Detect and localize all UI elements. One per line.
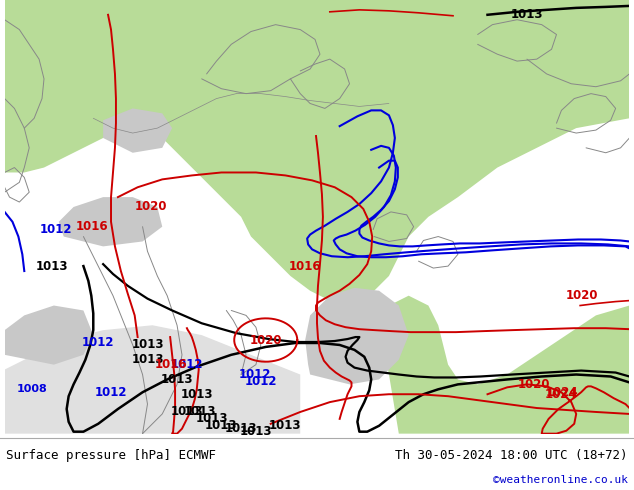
Polygon shape [59,197,162,246]
Text: 1012: 1012 [39,223,72,236]
Polygon shape [340,295,374,327]
Text: 1013: 1013 [181,388,213,401]
Polygon shape [305,288,409,384]
Text: 1012: 1012 [94,386,127,399]
Text: 1020: 1020 [250,334,282,346]
Text: 1013: 1013 [171,405,203,418]
Text: 1024: 1024 [545,388,578,401]
Text: 1012: 1012 [82,337,115,349]
Text: 1016: 1016 [289,260,321,272]
Text: 1020: 1020 [566,289,598,302]
Text: 1012: 1012 [238,368,271,381]
Polygon shape [4,0,93,148]
Text: 1013: 1013 [195,413,228,425]
Text: 1013: 1013 [183,405,216,418]
Text: 1012: 1012 [245,375,277,388]
Text: 1013: 1013 [205,419,238,432]
Polygon shape [4,325,301,434]
Text: 1016: 1016 [76,220,108,233]
Text: 1013: 1013 [225,422,257,435]
Polygon shape [310,325,359,365]
Text: 1024: 1024 [546,386,579,399]
Text: 1016: 1016 [155,358,188,371]
Polygon shape [4,306,93,365]
Polygon shape [152,0,630,118]
Text: 1020: 1020 [134,200,167,214]
Text: 1013: 1013 [510,8,543,21]
Text: 1013: 1013 [161,373,193,386]
Polygon shape [379,295,630,434]
Text: 1013: 1013 [131,353,164,366]
Text: 1008: 1008 [16,384,48,394]
Text: 1013: 1013 [36,260,68,272]
Polygon shape [103,108,172,153]
Text: 1020: 1020 [517,378,550,391]
Text: 1013: 1013 [240,425,272,438]
Polygon shape [4,0,630,306]
Text: 1013: 1013 [131,339,164,351]
Text: Th 30-05-2024 18:00 UTC (18+72): Th 30-05-2024 18:00 UTC (18+72) [395,448,628,462]
Text: 1013: 1013 [268,419,301,432]
Text: ©weatheronline.co.uk: ©weatheronline.co.uk [493,475,628,485]
Text: 1012: 1012 [171,358,203,371]
Text: Surface pressure [hPa] ECMWF: Surface pressure [hPa] ECMWF [6,448,216,462]
